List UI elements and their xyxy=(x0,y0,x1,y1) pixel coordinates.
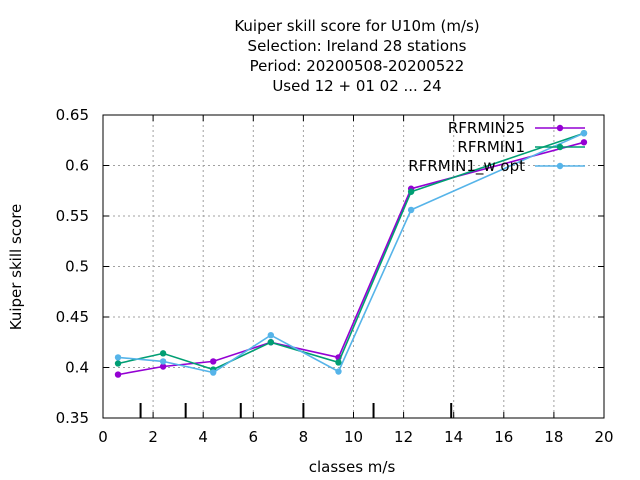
data-point xyxy=(159,358,167,365)
data-point xyxy=(159,350,167,357)
legend-swatch-point xyxy=(556,162,564,170)
y-tick-label: 0.65 xyxy=(56,106,89,124)
y-axis-label: Kuiper skill score xyxy=(7,204,25,331)
data-point xyxy=(210,369,217,376)
legend-label: RFRMIN25 xyxy=(448,119,525,137)
data-point xyxy=(407,206,415,214)
x-tick-label: 10 xyxy=(344,428,363,446)
x-tick-label: 16 xyxy=(494,428,513,446)
y-tick-label: 0.5 xyxy=(65,258,89,276)
data-point xyxy=(114,354,122,361)
y-tick-label: 0.55 xyxy=(56,207,89,225)
series-lines xyxy=(114,129,588,378)
x-tick-label: 2 xyxy=(148,428,158,446)
data-point xyxy=(114,371,122,378)
legend-swatch-point xyxy=(556,124,564,132)
x-tick-label: 8 xyxy=(299,428,309,446)
x-tick-label: 20 xyxy=(594,428,613,446)
legend-label: RFRMIN1 xyxy=(457,138,525,156)
data-point xyxy=(210,358,217,365)
grid xyxy=(103,115,604,418)
x-tick-label: 4 xyxy=(198,428,208,446)
x-tick-label: 12 xyxy=(394,428,413,446)
data-point xyxy=(114,360,122,367)
x-tick-label: 14 xyxy=(444,428,463,446)
title-line-3: Period: 20200508-20200522 xyxy=(250,57,465,75)
title-line-4: Used 12 + 01 02 ... 24 xyxy=(272,77,441,95)
y-tick-label: 0.35 xyxy=(56,409,89,427)
axis-ticks: 0 2 4 6 8 10 12 14 16 18 20 0.35 0.4 0.45 0.5 0.55 0.6 0.… xyxy=(56,106,614,446)
legend-label: RFRMIN1_w opt xyxy=(408,157,525,176)
data-point xyxy=(267,339,275,346)
title-line-2: Selection: Ireland 28 stations xyxy=(248,37,467,55)
data-point xyxy=(335,368,342,375)
x-axis-label: classes m/s xyxy=(309,458,396,476)
series-2 xyxy=(114,129,588,376)
data-point xyxy=(267,331,275,339)
series-line xyxy=(117,141,585,376)
x-tick-label: 0 xyxy=(98,428,108,446)
class-boundaries xyxy=(139,403,453,418)
title-line-1: Kuiper skill score for U10m (m/s) xyxy=(234,17,479,35)
data-point xyxy=(580,129,588,137)
data-point xyxy=(335,359,342,366)
y-tick-label: 0.45 xyxy=(56,308,89,326)
legend-swatch-point xyxy=(556,143,564,151)
x-tick-label: 6 xyxy=(249,428,259,446)
data-point xyxy=(407,188,415,195)
data-point xyxy=(580,139,588,146)
y-tick-label: 0.4 xyxy=(65,359,89,377)
x-tick-label: 18 xyxy=(544,428,563,446)
chart-title: Kuiper skill score for U10m (m/s) Select… xyxy=(234,17,479,95)
data-point xyxy=(159,363,167,370)
y-tick-label: 0.6 xyxy=(65,157,89,175)
